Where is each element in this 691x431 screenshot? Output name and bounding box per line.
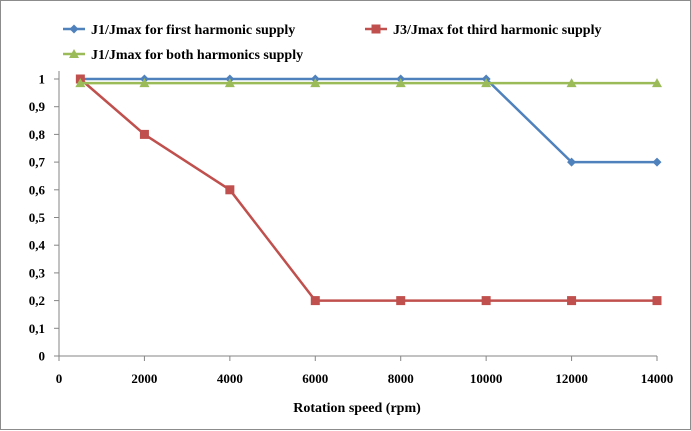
legend-label: J1/Jmax for both harmonics supply	[91, 48, 303, 63]
legend-label: J1/Jmax for first harmonic supply	[91, 23, 295, 38]
data-point	[224, 78, 235, 88]
legend-marker	[69, 49, 79, 58]
data-point	[481, 78, 492, 88]
series-2	[75, 74, 662, 306]
x-tick-label: 6000	[302, 371, 328, 386]
series-layer	[75, 74, 662, 306]
data-point	[139, 129, 149, 139]
series-line	[79, 78, 657, 302]
y-tick-label: 0,2	[29, 293, 45, 308]
data-point	[652, 157, 662, 167]
y-tick-label: 0,4	[29, 238, 46, 253]
y-tick-label: 0,5	[29, 210, 46, 225]
data-point	[652, 78, 662, 88]
data-point	[481, 296, 491, 306]
y-tick-label: 0,7	[29, 155, 46, 170]
legend: J1/Jmax for first harmonic supply J3/Jmax…	[63, 23, 601, 63]
series-3	[75, 78, 662, 88]
x-tick-label: 8000	[388, 371, 414, 386]
y-tick-label: 0,6	[29, 182, 46, 197]
series-1	[75, 74, 662, 167]
y-tick-label: 0,9	[29, 99, 46, 114]
x-tick-label: 2000	[131, 371, 157, 386]
x-tick-label: 4000	[217, 371, 243, 386]
data-point	[310, 296, 320, 306]
data-point	[75, 78, 86, 88]
x-tick-label: 14000	[641, 371, 674, 386]
data-point	[225, 185, 235, 195]
legend-entry: J1/Jmax for first harmonic supply	[63, 23, 295, 38]
y-tick-label: 0,8	[29, 127, 46, 142]
y-tick-label: 0,1	[29, 321, 45, 336]
y-tick-label: 1	[39, 72, 46, 87]
axes: 0 0,1 0,2 0,3 0,4 0,5 0,6 0,7 0,8 0,9 1 0 2000 4000 60…	[29, 71, 674, 386]
data-point	[567, 296, 577, 306]
series-line	[80, 77, 657, 164]
legend-label: J3/Jmax fot third harmonic supply	[393, 23, 601, 38]
y-tick-label: 0	[39, 349, 46, 364]
data-point	[139, 78, 150, 88]
data-point	[395, 78, 406, 88]
x-tick-label: 12000	[555, 371, 588, 386]
x-tick-label: 0	[56, 371, 63, 386]
data-point	[567, 157, 577, 167]
legend-marker	[371, 24, 381, 34]
legend-marker	[69, 24, 79, 34]
data-point	[566, 78, 577, 88]
legend-entry: J3/Jmax fot third harmonic supply	[365, 23, 601, 38]
data-point	[652, 296, 662, 306]
x-axis-title: Rotation speed (rpm)	[293, 401, 421, 416]
legend-entry: J1/Jmax for both harmonics supply	[63, 48, 303, 63]
data-point	[310, 78, 321, 88]
data-point	[396, 296, 406, 306]
y-tick-label: 0,3	[29, 265, 46, 280]
x-tick-label: 10000	[470, 371, 503, 386]
